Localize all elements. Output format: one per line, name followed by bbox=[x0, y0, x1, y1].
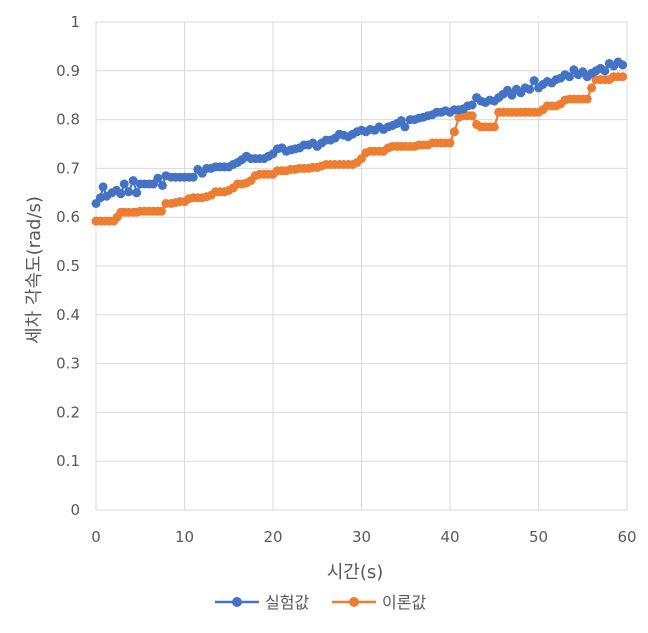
data-point bbox=[98, 182, 108, 192]
legend-marker bbox=[349, 597, 359, 607]
x-tick-label: 0 bbox=[91, 528, 101, 546]
legend-marker bbox=[232, 597, 242, 607]
data-point bbox=[449, 127, 459, 137]
y-tick-label: 1 bbox=[70, 13, 80, 31]
data-point bbox=[489, 122, 499, 132]
data-point bbox=[400, 122, 410, 132]
y-tick-label: 0.5 bbox=[56, 257, 80, 275]
legend-label: 이론값 bbox=[382, 593, 426, 612]
data-point bbox=[188, 172, 198, 182]
x-tick-label: 20 bbox=[263, 528, 282, 546]
data-point bbox=[618, 72, 628, 82]
series-layer bbox=[91, 57, 628, 226]
legend-entry: 이론값 bbox=[332, 593, 426, 612]
data-point bbox=[157, 181, 167, 190]
gridlines bbox=[95, 21, 628, 511]
x-tick-label: 30 bbox=[352, 528, 371, 546]
y-tick-label: 0 bbox=[70, 501, 80, 519]
y-tick-label: 0.4 bbox=[56, 306, 80, 324]
data-point bbox=[582, 94, 592, 104]
data-point bbox=[467, 100, 477, 110]
y-tick-labels: 0 0.1 0.2 0.3 0.4 0.5 0.6 0.7 0.8 0.9 1 bbox=[56, 13, 80, 519]
data-point bbox=[600, 66, 610, 76]
data-point bbox=[153, 173, 163, 183]
data-point bbox=[445, 138, 455, 148]
legend: 실험값 이론값 bbox=[215, 593, 426, 612]
data-point bbox=[119, 179, 129, 189]
y-tick-label: 0.3 bbox=[56, 355, 80, 373]
y-tick-label: 0.7 bbox=[56, 159, 80, 177]
data-point bbox=[116, 189, 126, 199]
legend-entry: 실험값 bbox=[215, 593, 309, 612]
data-point bbox=[132, 188, 142, 198]
data-point bbox=[618, 60, 628, 70]
data-point bbox=[128, 176, 138, 186]
y-tick-label: 0.9 bbox=[56, 62, 80, 80]
x-axis-title: 시간(s) bbox=[327, 562, 384, 583]
data-point bbox=[157, 206, 166, 216]
x-tick-label: 40 bbox=[440, 528, 459, 546]
y-axis-title: 세차 각속도(rad/s) bbox=[24, 196, 45, 344]
y-tick-label: 0.2 bbox=[56, 403, 80, 421]
data-point bbox=[525, 84, 535, 94]
data-point bbox=[467, 111, 477, 121]
x-tick-labels: 0 10 20 30 40 50 60 bbox=[91, 528, 636, 546]
x-tick-label: 10 bbox=[175, 528, 194, 546]
x-tick-label: 60 bbox=[617, 528, 636, 546]
y-tick-label: 0.1 bbox=[56, 452, 80, 470]
y-tick-label: 0.8 bbox=[56, 111, 80, 129]
data-point bbox=[529, 76, 539, 86]
data-point bbox=[124, 187, 134, 197]
y-tick-label: 0.6 bbox=[56, 208, 80, 226]
series-experimental bbox=[91, 57, 628, 208]
data-point bbox=[565, 72, 574, 82]
data-point bbox=[587, 83, 597, 93]
x-tick-label: 50 bbox=[529, 528, 548, 546]
series-theoretical bbox=[91, 72, 628, 226]
legend-label: 실험값 bbox=[265, 593, 309, 612]
